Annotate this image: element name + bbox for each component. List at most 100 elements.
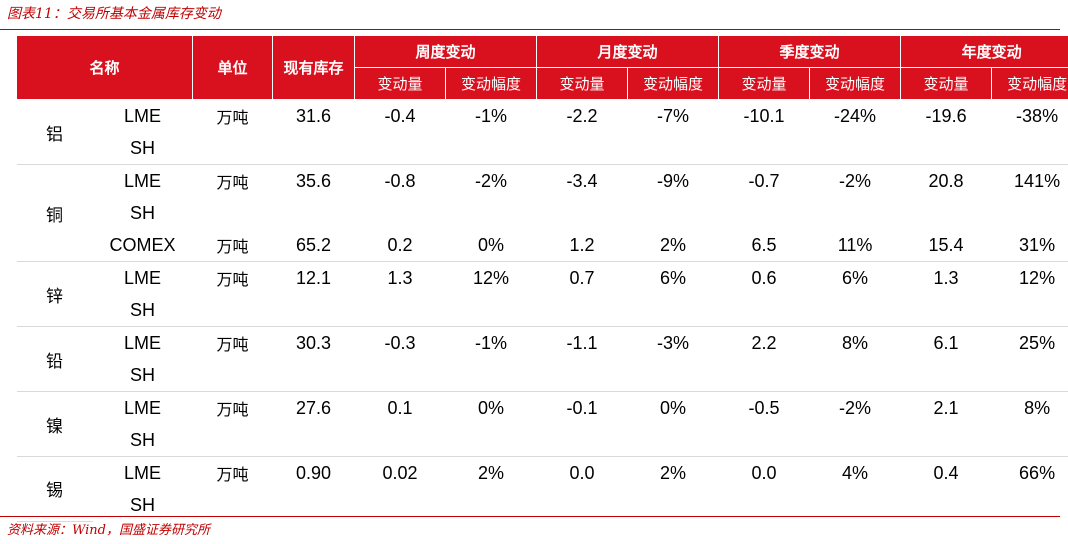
value-cell: -19.6 bbox=[925, 105, 967, 126]
value-cell: -1% bbox=[475, 332, 508, 353]
value-cell bbox=[810, 197, 901, 229]
unit-cell bbox=[193, 197, 273, 229]
value-cell bbox=[628, 197, 719, 229]
stock-cell bbox=[273, 197, 355, 229]
table-row: COMEX 万吨 65.2 0.2 0% 1.2 2% 6.5 11% 15.4… bbox=[17, 229, 1068, 262]
header-yearly: 年度变动 bbox=[900, 35, 1068, 68]
value-cell bbox=[354, 132, 446, 165]
value-cell bbox=[445, 132, 537, 165]
value-cell bbox=[992, 197, 1068, 229]
value-cell: 6% bbox=[842, 267, 869, 288]
exchange-cell: SH bbox=[130, 202, 156, 223]
value-cell bbox=[809, 294, 901, 327]
value-cell: 0% bbox=[478, 397, 505, 418]
metal-name: 锌 bbox=[16, 261, 93, 327]
value-cell bbox=[718, 359, 810, 392]
stock-cell: 35.6 bbox=[295, 170, 332, 191]
value-cell bbox=[627, 294, 719, 327]
value-cell: 11% bbox=[809, 229, 901, 262]
value-cell: 1.3 bbox=[387, 267, 413, 288]
unit-cell: 万吨 bbox=[216, 465, 249, 484]
value-cell: 0.6 bbox=[751, 267, 777, 288]
value-cell: 0.0 bbox=[751, 462, 777, 483]
value-cell: 0% bbox=[660, 397, 687, 418]
stock-cell: 0.90 bbox=[295, 462, 332, 483]
value-cell bbox=[900, 424, 992, 457]
table-row: 铝 LME 万吨 31.6 -0.4 -1% -2.2 -7% -10.1 -2… bbox=[16, 99, 1068, 165]
unit-cell: 万吨 bbox=[192, 229, 273, 262]
header-weekly-amount: 变动量 bbox=[354, 67, 447, 100]
exchange-cell: LME bbox=[124, 267, 162, 288]
exchange-cell: LME bbox=[124, 332, 162, 353]
value-cell bbox=[536, 132, 628, 165]
stock-cell bbox=[272, 359, 355, 392]
exchange-cell: LME bbox=[124, 397, 162, 418]
value-cell: 15.4 bbox=[900, 229, 992, 262]
header-yearly-amount: 变动量 bbox=[900, 67, 993, 100]
value-cell: -7% bbox=[657, 105, 690, 126]
metal-name: 铅 bbox=[16, 326, 93, 392]
header-weekly: 周度变动 bbox=[354, 35, 538, 68]
value-cell bbox=[809, 424, 901, 457]
value-cell: -0.5 bbox=[748, 397, 780, 418]
header-monthly-amount: 变动量 bbox=[536, 67, 629, 100]
unit-cell: 万吨 bbox=[216, 173, 249, 192]
stock-cell bbox=[272, 132, 355, 165]
value-cell bbox=[627, 424, 719, 457]
inventory-table: 名称 单位 现有库存 周度变动 月度变动 季度变动 年度变动 变动量 变动幅度 … bbox=[15, 35, 1068, 522]
value-cell: 0.1 bbox=[387, 397, 413, 418]
unit-cell bbox=[192, 294, 273, 327]
unit-cell: 万吨 bbox=[216, 335, 249, 354]
exchange-cell: SH bbox=[130, 494, 156, 515]
stock-cell bbox=[272, 424, 355, 457]
value-cell: 8% bbox=[1024, 397, 1051, 418]
value-cell: 8% bbox=[842, 332, 869, 353]
unit-cell bbox=[192, 424, 273, 457]
value-cell bbox=[991, 294, 1068, 327]
value-cell: 6% bbox=[660, 267, 687, 288]
header-quarterly-amount: 变动量 bbox=[718, 67, 811, 100]
value-cell: 1.3 bbox=[933, 267, 959, 288]
table-row: 镍 LME 万吨 27.6 0.1 0% -0.1 0% -0.5 -2% 2.… bbox=[16, 391, 1068, 457]
table-row: SH bbox=[17, 489, 1068, 521]
exchange-cell: LME bbox=[124, 170, 162, 191]
table-row: 铅 LME 万吨 30.3 -0.3 -1% -1.1 -3% 2.2 8% 6… bbox=[16, 326, 1068, 392]
value-cell bbox=[809, 132, 901, 165]
table-row: 锌 LME 万吨 12.1 1.3 12% 0.7 6% 0.6 6% 1.3 … bbox=[16, 261, 1068, 327]
value-cell bbox=[445, 424, 537, 457]
value-cell bbox=[718, 424, 810, 457]
value-cell: -2.2 bbox=[566, 105, 598, 126]
exchange-cell: COMEX bbox=[92, 229, 193, 262]
value-cell bbox=[354, 424, 446, 457]
table-header: 名称 单位 现有库存 周度变动 月度变动 季度变动 年度变动 变动量 变动幅度 … bbox=[15, 35, 1068, 100]
value-cell: -1.1 bbox=[566, 332, 598, 353]
value-cell: 12% bbox=[473, 267, 510, 288]
table-row: SH bbox=[17, 424, 1068, 457]
stock-cell: 27.6 bbox=[295, 397, 332, 418]
value-cell: 0% bbox=[445, 229, 537, 262]
value-cell bbox=[627, 132, 719, 165]
stock-cell bbox=[272, 294, 355, 327]
value-cell: 2.2 bbox=[751, 332, 777, 353]
value-cell bbox=[718, 132, 810, 165]
value-cell: -9% bbox=[657, 170, 690, 191]
value-cell: 0.02 bbox=[382, 462, 418, 483]
value-cell: 2% bbox=[627, 229, 719, 262]
value-cell bbox=[536, 424, 628, 457]
source-note: 资料来源：Wind，国盛证券研究所 bbox=[7, 523, 210, 538]
value-cell bbox=[445, 359, 537, 392]
value-cell bbox=[900, 359, 992, 392]
stock-cell: 65.2 bbox=[272, 229, 355, 262]
stock-cell: 31.6 bbox=[295, 105, 332, 126]
exchange-cell: SH bbox=[92, 424, 193, 457]
value-cell: 1.2 bbox=[536, 229, 628, 262]
unit-cell: 万吨 bbox=[216, 108, 249, 127]
top-rule bbox=[0, 29, 1060, 30]
exchange-cell: SH bbox=[92, 132, 193, 165]
value-cell bbox=[355, 197, 446, 229]
stock-cell: 12.1 bbox=[295, 267, 332, 288]
value-cell: 31% bbox=[991, 229, 1068, 262]
exchange-cell: LME bbox=[124, 462, 162, 483]
bottom-rule bbox=[0, 516, 1060, 517]
table-body: 铝 LME 万吨 31.6 -0.4 -1% -2.2 -7% -10.1 -2… bbox=[16, 99, 1068, 522]
